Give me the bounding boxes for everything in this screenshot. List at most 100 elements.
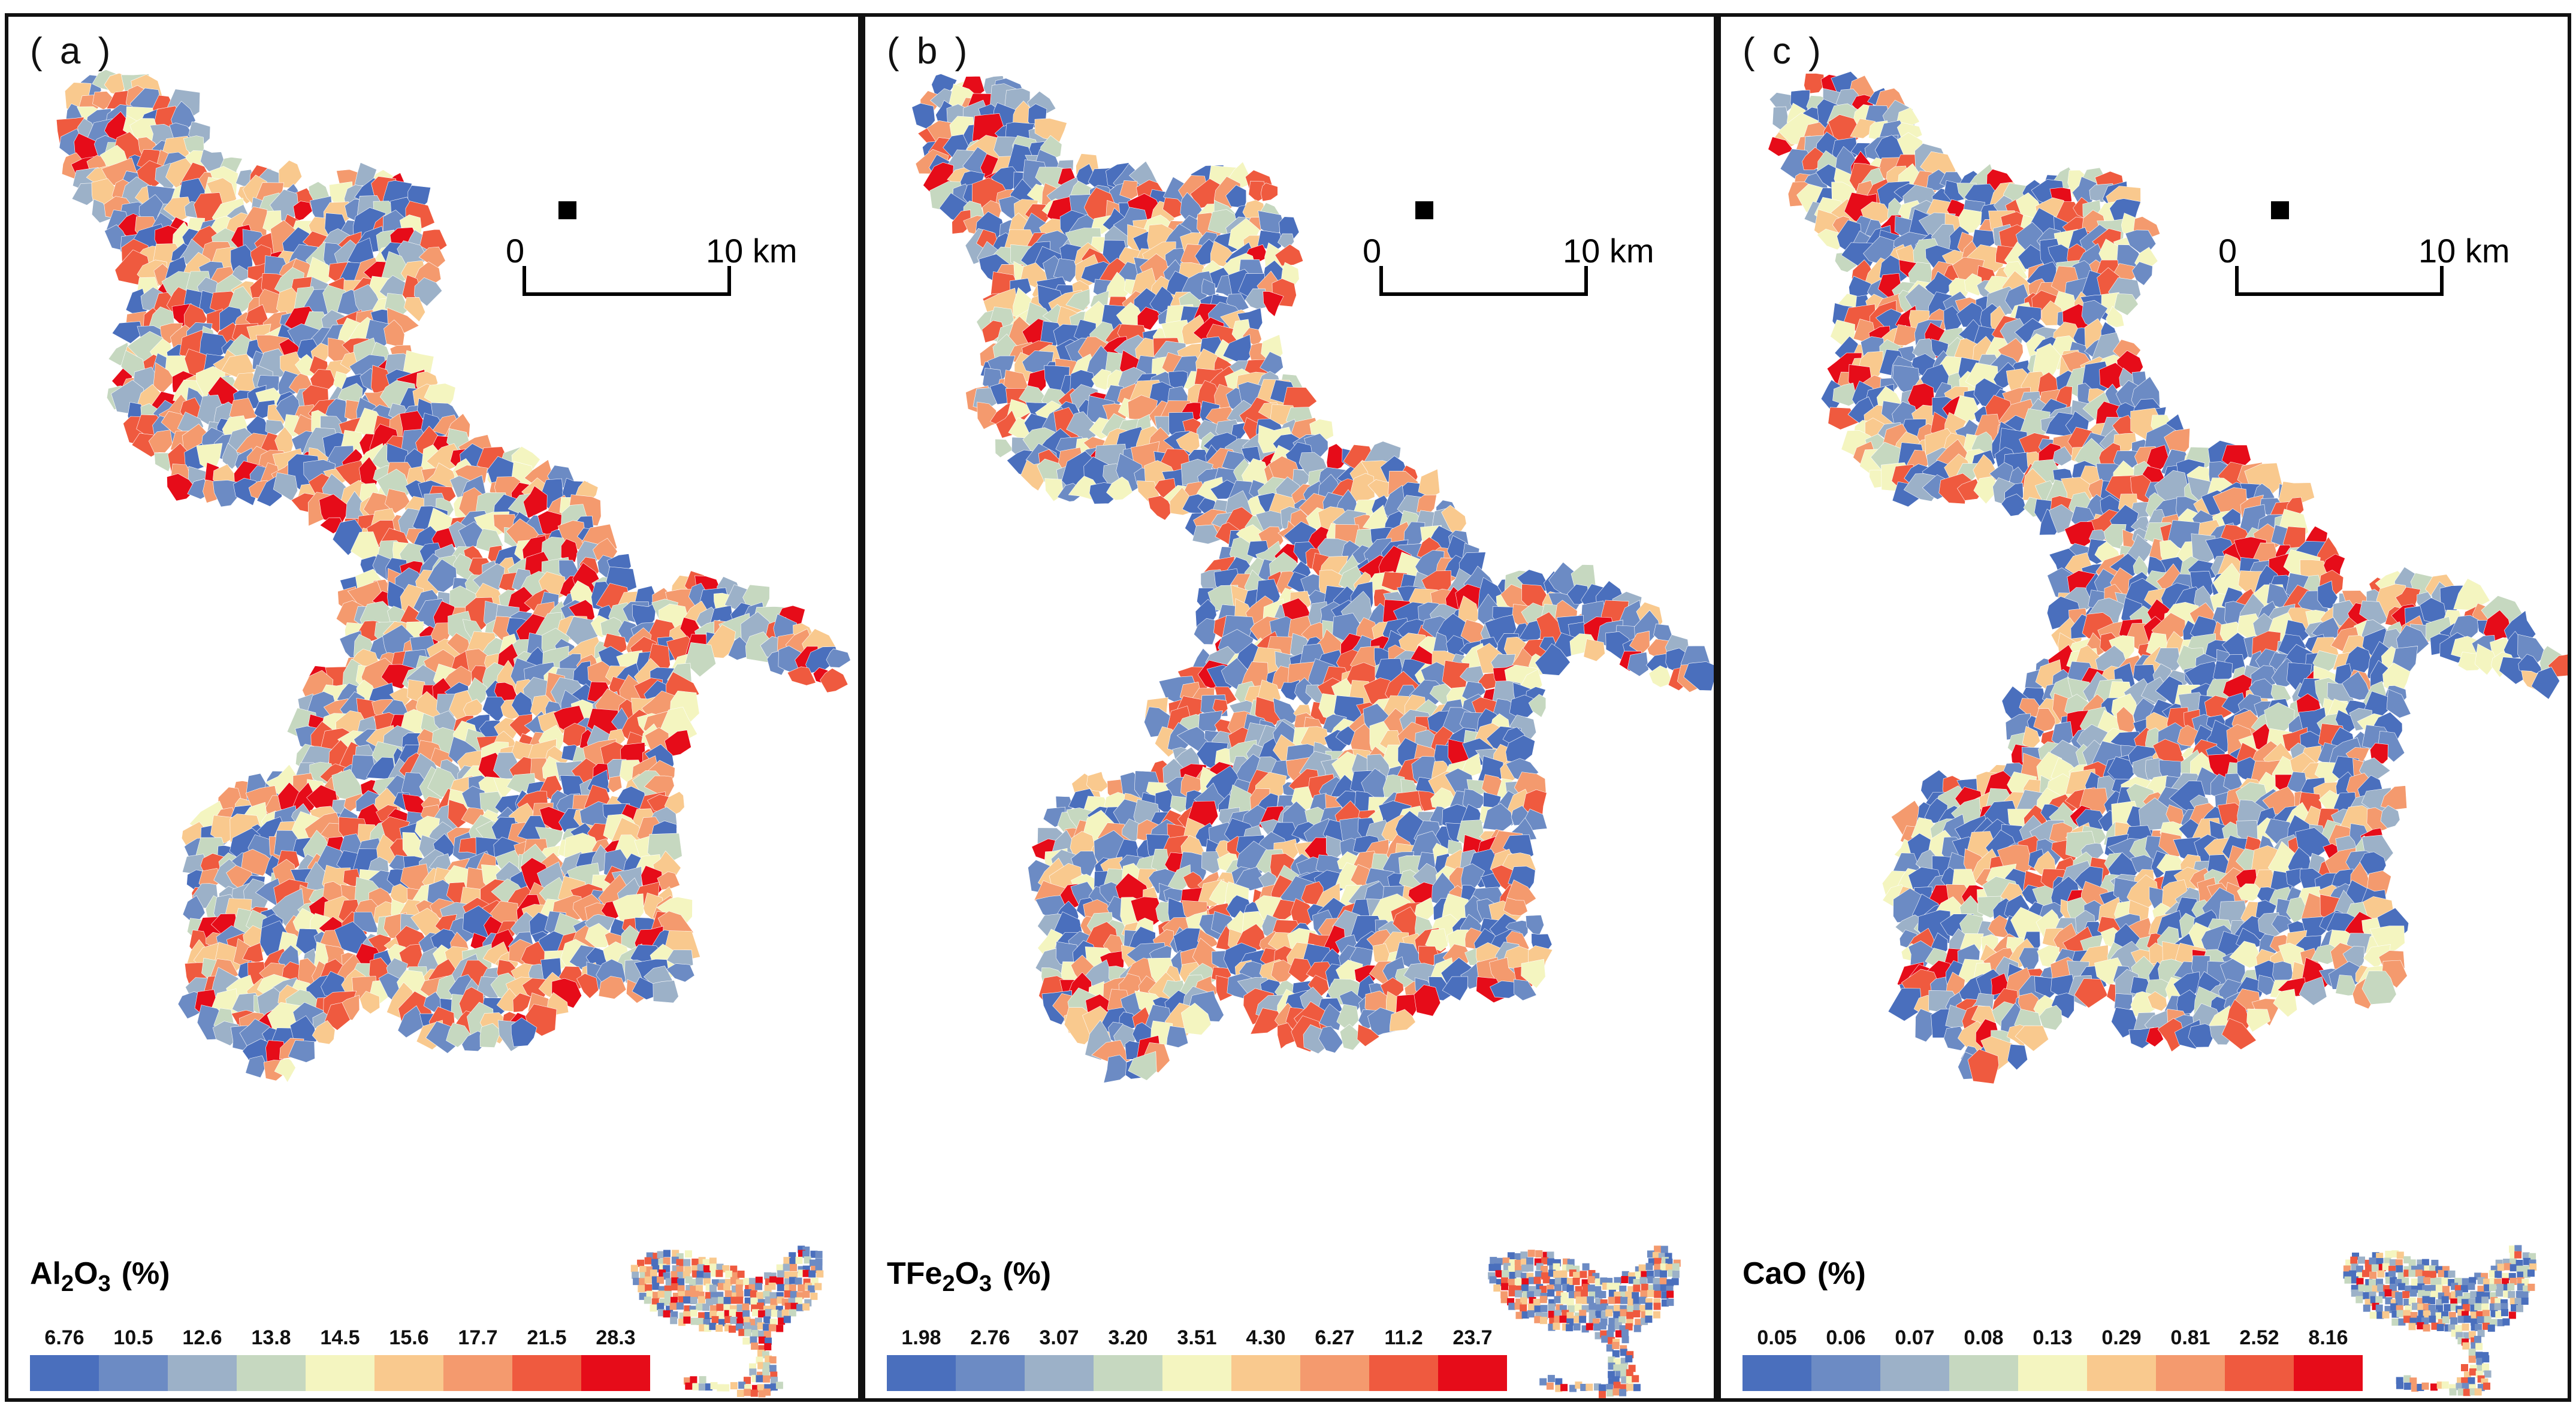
inset-cell [742, 1337, 750, 1345]
legend-value: 0.05 [1757, 1326, 1797, 1349]
inset-cell [1614, 1305, 1621, 1313]
inset-cell [1514, 1278, 1522, 1286]
inset-cell [738, 1329, 746, 1337]
inset-cell [2529, 1253, 2536, 1260]
inset-cell [696, 1317, 704, 1325]
inset-cell [762, 1368, 770, 1375]
map-cell [2380, 805, 2400, 829]
scale-line [2235, 292, 2444, 296]
inset-cell [730, 1382, 738, 1390]
inset-cell [1633, 1278, 1641, 1286]
inset-cell [776, 1325, 784, 1332]
map-cell [1804, 73, 1825, 94]
inset-cell [815, 1263, 823, 1271]
inset-cell [778, 1317, 786, 1325]
inset-cell [1527, 1250, 1535, 1257]
inset-cell [1569, 1384, 1577, 1392]
inset-cell [736, 1290, 744, 1298]
inset-cell [1621, 1336, 1629, 1344]
legend-value: 0.29 [2101, 1326, 2142, 1349]
inset-cell [690, 1297, 697, 1304]
inset-cell [1573, 1272, 1581, 1280]
legend-values: 0.05 0.06 0.07 0.08 0.13 0.29 0.81 2.52 … [1743, 1326, 2402, 1353]
inset-cell [1654, 1263, 1662, 1271]
inset-cell [671, 1277, 679, 1285]
map-cell [787, 666, 816, 686]
inset-cell [789, 1277, 796, 1284]
inset-cell [1605, 1309, 1613, 1317]
inset-cell [630, 1265, 638, 1272]
inset-cell [710, 1305, 717, 1313]
inset-cell [1561, 1277, 1569, 1285]
inset-cell [657, 1290, 665, 1298]
inset-cell [689, 1278, 696, 1286]
legend-title-main: CaO [1743, 1256, 1807, 1291]
inset-cell [697, 1264, 705, 1272]
inset-cell [696, 1271, 704, 1278]
map-cell [1888, 988, 1922, 1021]
inset-cell [1573, 1323, 1581, 1331]
inset-cell [671, 1271, 678, 1278]
inset-cell [1606, 1384, 1614, 1392]
inset-cell [690, 1317, 698, 1325]
legend-swatch [375, 1355, 443, 1391]
map-cell [403, 297, 426, 322]
inset-cell [735, 1284, 743, 1292]
inset-cell [743, 1322, 751, 1330]
inset-cell [722, 1384, 730, 1392]
inset-cell [2514, 1245, 2522, 1253]
inset-cell [1508, 1289, 1516, 1297]
panel-label: ( c ) [1743, 31, 1825, 72]
inset-cell [690, 1376, 697, 1384]
inset-cell [790, 1302, 798, 1310]
inset-cell [702, 1304, 710, 1311]
inset-cell [664, 1285, 672, 1293]
map-cell [2335, 975, 2359, 996]
inset-cell [1546, 1382, 1554, 1390]
inset-cell [790, 1263, 797, 1271]
map-cell [1414, 897, 1435, 920]
inset-cell [683, 1259, 691, 1266]
inset-cell [755, 1277, 763, 1284]
map-cell [479, 1023, 500, 1048]
inset-cell [1654, 1257, 1662, 1265]
inset-cell [758, 1336, 766, 1344]
legend-value: 0.13 [2033, 1326, 2073, 1349]
inset-cell [1606, 1389, 1614, 1397]
inset-cell [1613, 1283, 1621, 1290]
inset-cell [698, 1312, 706, 1320]
map-cell [293, 201, 313, 222]
inset-cell [1626, 1311, 1634, 1319]
inset-cell [750, 1336, 757, 1344]
inset-cell [783, 1316, 791, 1323]
map-cell [1425, 929, 1448, 952]
inset-cell [1660, 1245, 1668, 1253]
legend-swatch [2087, 1355, 2156, 1391]
map-cell [1091, 368, 1112, 391]
inset-cell [1554, 1316, 1562, 1323]
inset-cell [685, 1290, 693, 1298]
inset-cell [1606, 1344, 1614, 1352]
inset-cell [1554, 1310, 1562, 1317]
inset-cell [723, 1283, 731, 1291]
inset-cell [690, 1310, 697, 1317]
map-cell [1165, 864, 1191, 890]
inset-cell [730, 1317, 738, 1324]
inset-cell [703, 1265, 711, 1272]
inset-cell [1613, 1381, 1621, 1389]
inset-cell [1495, 1257, 1503, 1265]
scale-label-end: 10 km [1563, 232, 1654, 270]
legend-swatch [2225, 1355, 2294, 1391]
map-cell [1147, 495, 1173, 521]
inset-cell [2395, 1259, 2403, 1267]
map-cell [1288, 957, 1314, 984]
inset-cell [696, 1303, 703, 1311]
inset-cell [764, 1343, 772, 1351]
map-cell [952, 210, 971, 234]
inset-cell [758, 1310, 766, 1318]
inset-cell [1520, 1251, 1528, 1259]
inset-cell [1508, 1265, 1515, 1273]
inset-cell [1639, 1277, 1647, 1284]
map-cell [511, 1017, 537, 1047]
inset-cell [729, 1309, 736, 1317]
